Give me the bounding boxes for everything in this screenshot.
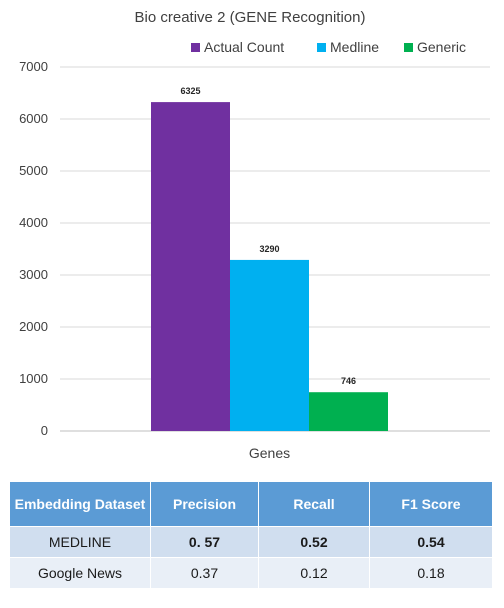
table-row: MEDLINE 0. 57 0.52 0.54: [9, 526, 493, 558]
legend-entry: Medline: [330, 39, 379, 55]
table-row: Google News 0.37 0.12 0.18: [9, 557, 493, 589]
y-tick-label: 1000: [19, 371, 48, 386]
legend-swatch: [317, 43, 326, 52]
y-tick-label: 2000: [19, 319, 48, 334]
bar-medline: [230, 259, 309, 431]
header-f1-score: F1 Score: [369, 481, 493, 527]
cell-f1: 0.18: [369, 557, 493, 589]
chart-legend: Actual Count Medline Generic: [191, 39, 466, 55]
results-table: Embedding Dataset Precision Recall F1 Sc…: [9, 481, 493, 589]
cell-f1: 0.54: [369, 526, 493, 558]
data-label: 6325: [180, 86, 200, 96]
cell-dataset: Google News: [9, 557, 151, 589]
bars: [151, 102, 388, 431]
bar-actual-count: [151, 102, 230, 431]
header-precision: Precision: [150, 481, 259, 527]
x-axis: Genes: [249, 445, 290, 461]
y-tick-label: 4000: [19, 215, 48, 230]
table-header-row: Embedding Dataset Precision Recall F1 Sc…: [9, 481, 493, 527]
legend-swatch: [404, 43, 413, 52]
cell-precision: 0.37: [150, 557, 259, 589]
y-tick-label: 7000: [19, 59, 48, 74]
header-recall: Recall: [258, 481, 370, 527]
chart-title: Bio creative 2 (GENE Recognition): [135, 9, 366, 26]
legend-entry: Generic: [417, 39, 466, 55]
y-axis: 0 1000 2000 3000 4000 5000 6000 7000: [19, 59, 48, 438]
y-tick-label: 5000: [19, 163, 48, 178]
cell-precision: 0. 57: [150, 526, 259, 558]
bar-chart: Bio creative 2 (GENE Recognition) Actual…: [19, 9, 490, 461]
data-label: 3290: [259, 244, 279, 254]
header-embedding-dataset: Embedding Dataset: [9, 481, 151, 527]
x-category-label: Genes: [249, 445, 290, 461]
data-labels: 6325 3290 746: [180, 86, 356, 386]
cell-dataset: MEDLINE: [9, 526, 151, 558]
bar-generic: [309, 392, 388, 431]
y-tick-label: 3000: [19, 267, 48, 282]
data-label: 746: [341, 376, 356, 386]
y-tick-label: 6000: [19, 111, 48, 126]
legend-swatch: [191, 43, 200, 52]
cell-recall: 0.12: [258, 557, 370, 589]
cell-recall: 0.52: [258, 526, 370, 558]
y-tick-label: 0: [41, 423, 48, 438]
legend-entry: Actual Count: [204, 39, 284, 55]
